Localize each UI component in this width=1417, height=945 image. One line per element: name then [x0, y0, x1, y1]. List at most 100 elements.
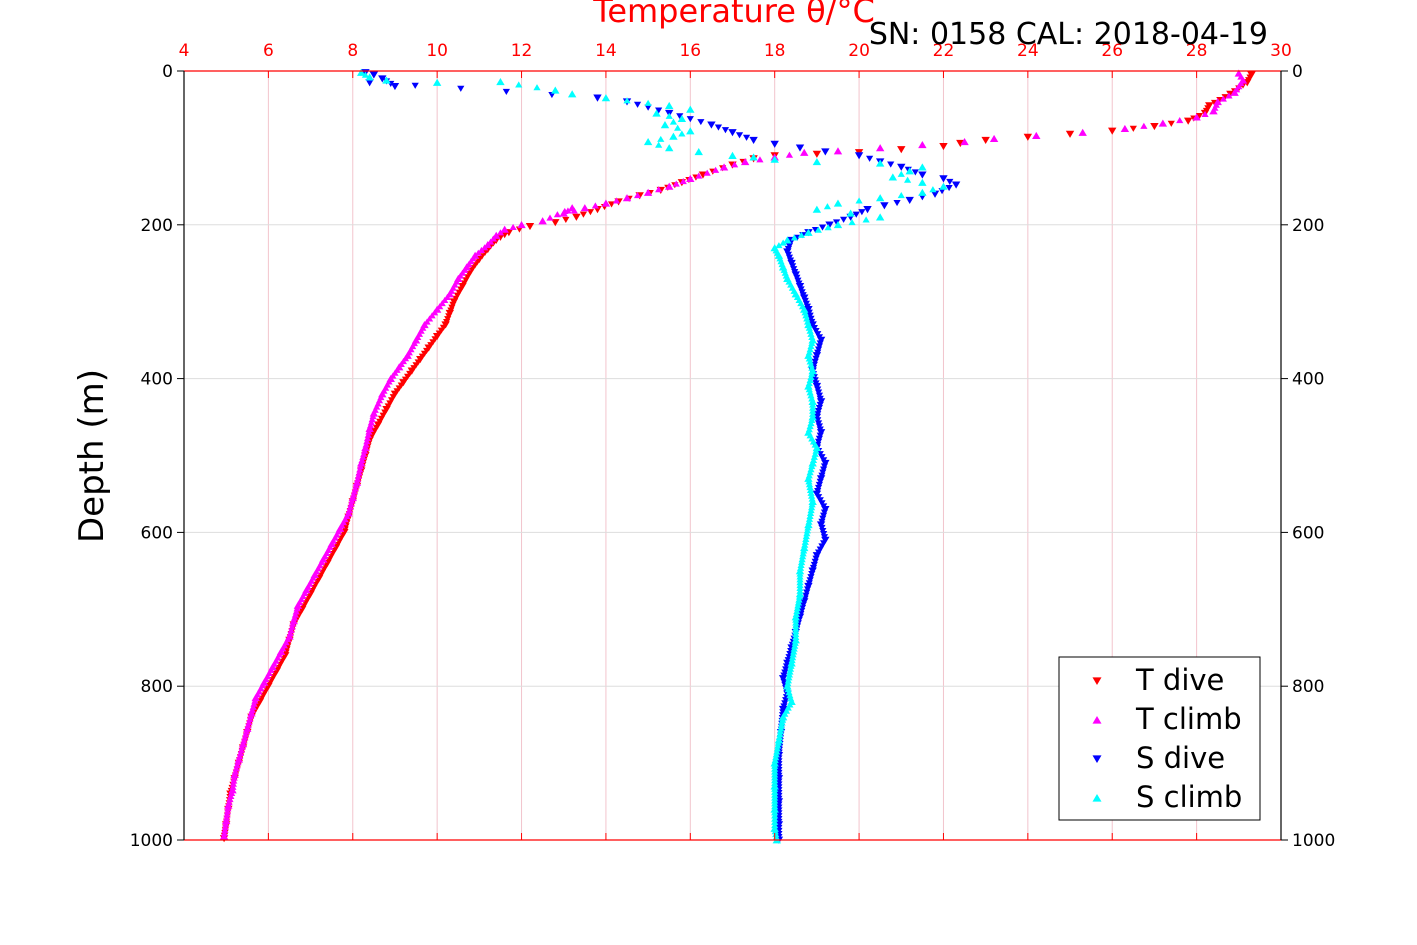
data-point — [939, 143, 948, 151]
data-point — [814, 331, 822, 338]
series-t-climb — [219, 69, 1248, 840]
data-point — [806, 509, 815, 517]
data-point — [770, 155, 779, 163]
x-tick-label: 14 — [595, 41, 617, 61]
data-point — [808, 492, 816, 499]
data-point — [771, 828, 779, 835]
data-point — [365, 424, 374, 432]
data-point — [875, 144, 885, 152]
data-point — [893, 200, 901, 207]
data-point — [719, 163, 729, 171]
data-point — [808, 501, 816, 508]
data-point — [808, 370, 816, 377]
data-point — [1158, 119, 1168, 127]
data-point — [808, 504, 816, 511]
data-point — [502, 88, 510, 96]
data-point — [347, 500, 355, 507]
legend-label: T climb — [1135, 702, 1242, 736]
data-point — [779, 239, 787, 246]
data-point — [623, 97, 631, 104]
data-point — [372, 424, 380, 432]
data-point — [223, 811, 231, 818]
data-point — [367, 419, 375, 426]
data-point — [249, 703, 257, 710]
data-point — [807, 507, 815, 514]
data-point — [234, 755, 244, 763]
data-point — [390, 83, 400, 91]
data-point — [785, 151, 794, 158]
data-point — [432, 78, 442, 86]
data-point — [858, 209, 866, 216]
data-point — [365, 79, 374, 87]
data-point — [694, 147, 703, 156]
data-point — [960, 137, 969, 146]
data-point — [816, 340, 824, 347]
data-point — [655, 107, 663, 114]
data-point — [875, 194, 885, 202]
legend: T dive T climb S dive S climb — [1058, 656, 1261, 821]
data-point — [833, 199, 843, 207]
data-point — [824, 224, 832, 231]
data-point — [1219, 95, 1227, 102]
data-point — [665, 112, 673, 119]
data-point — [652, 109, 661, 117]
data-point — [230, 777, 238, 784]
data-point — [897, 163, 906, 171]
data-point — [820, 540, 828, 547]
data-point — [803, 530, 811, 537]
data-point — [805, 478, 813, 485]
data-point — [287, 626, 295, 633]
data-point — [481, 244, 489, 251]
data-point — [352, 482, 360, 489]
data-point — [579, 211, 588, 218]
data-point — [875, 213, 885, 221]
data-point — [703, 169, 711, 176]
data-point — [820, 466, 828, 473]
data-point — [288, 623, 296, 630]
data-point — [660, 121, 670, 129]
data-point — [863, 206, 872, 214]
data-point — [363, 438, 371, 445]
data-point — [377, 415, 386, 422]
data-point — [1129, 125, 1137, 132]
data-point — [379, 412, 387, 419]
data-point — [686, 116, 694, 123]
data-point — [801, 309, 809, 316]
data-point — [799, 550, 807, 557]
data-point — [808, 397, 817, 406]
data-point — [250, 700, 258, 707]
data-point — [804, 351, 813, 359]
data-point — [806, 469, 814, 476]
data-point — [804, 520, 813, 529]
data-point — [515, 81, 523, 88]
data-point — [815, 343, 824, 350]
data-point — [356, 463, 365, 470]
data-point — [246, 716, 254, 723]
data-point — [818, 524, 826, 532]
data-point — [721, 127, 730, 134]
data-point — [820, 512, 828, 519]
data-point — [803, 315, 811, 322]
data-point — [945, 185, 953, 192]
data-point — [665, 182, 674, 190]
data-point — [807, 373, 815, 380]
data-point — [773, 745, 781, 752]
data-point — [247, 709, 256, 717]
data-point — [453, 292, 462, 299]
data-point — [786, 665, 795, 672]
data-point — [770, 805, 779, 813]
data-point — [770, 824, 779, 832]
legend-label: S climb — [1136, 780, 1242, 814]
series-s-climb — [357, 68, 948, 844]
x-tick-label: 6 — [263, 41, 274, 61]
data-point — [820, 509, 829, 516]
data-point — [355, 469, 363, 476]
data-point — [848, 218, 856, 226]
data-point — [806, 327, 814, 334]
x-tick-label: 12 — [511, 41, 533, 61]
data-point — [509, 223, 517, 230]
data-point — [364, 431, 372, 438]
data-point — [462, 277, 470, 284]
data-point — [665, 101, 674, 109]
